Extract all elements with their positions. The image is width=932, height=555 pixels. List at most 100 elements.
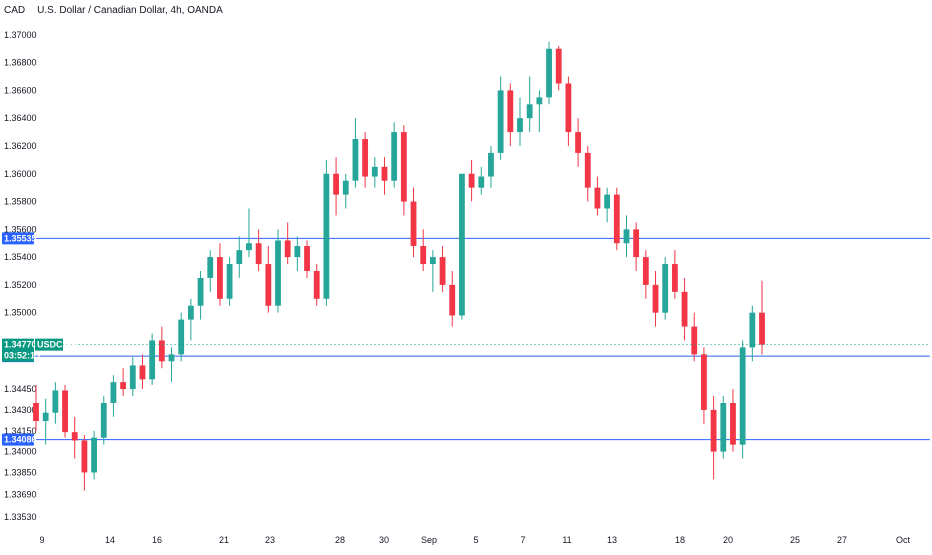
candle-body [468,173,475,188]
candle-body [371,166,378,177]
last-price-tag [2,338,34,351]
x-tick-label: 27 [837,535,847,545]
candle-body [120,382,127,390]
x-tick-label: 28 [335,535,345,545]
candle-body [217,257,223,299]
y-tick-label: 1.36400 [4,113,37,123]
candle-body [197,277,204,306]
candle-body [178,319,185,355]
candle-body [129,365,136,390]
x-tick-label: Oct [896,535,911,545]
candle-body [62,390,68,433]
last-price-label: 1.34770 [4,340,37,350]
x-tick-label: 9 [39,535,44,545]
y-tick-label: 1.37000 [4,30,37,40]
y-tick-label: 1.35000 [4,308,37,318]
y-tick-label: 1.33530 [4,512,37,522]
candle-body [352,139,359,181]
candle-body [33,402,39,422]
level-price-tag [2,232,34,245]
y-tick-label: 1.36600 [4,85,37,95]
x-tick-label: 20 [723,535,733,545]
countdown-tag [2,350,34,362]
candle-body [168,354,175,362]
candle-body [400,132,407,202]
candle-body [739,347,746,445]
candle-body [110,382,117,403]
candle-body [410,201,417,246]
candle-body [246,243,252,251]
x-tick-label: 21 [219,535,229,545]
candle-body [439,257,446,285]
x-tick-label: 16 [152,535,162,545]
candle-body [671,264,678,292]
candle-body [497,90,504,153]
candle-body [323,173,330,299]
candle-body [158,340,165,362]
candle-body [71,432,78,441]
candle-body [207,257,214,278]
x-tick-label: 13 [607,535,617,545]
y-tick-label: 1.33850 [4,467,37,477]
candle-body [362,139,369,177]
candle-body [517,118,523,133]
candle-body [662,264,669,313]
candle-body [710,409,717,452]
candle-body [313,271,320,299]
candle-body [255,243,262,265]
candle-body [546,48,552,98]
y-tick-label: 1.36800 [4,58,37,68]
y-tick-label: 1.36200 [4,141,37,151]
y-tick-label: 1.34150 [4,426,37,436]
candle-body [555,48,562,84]
y-tick-label: 1.34300 [4,405,37,415]
candle-body [236,250,243,265]
candle-body [749,312,756,348]
level-price-tag [2,433,34,446]
candle-body [391,132,398,181]
y-tick-label: 1.35600 [4,224,37,234]
chart-title: U.S. Dollar / Canadian Dollar, 4h, OANDA [37,5,223,16]
candle-body [459,173,465,316]
candle-body [342,180,349,195]
candle-body [720,402,727,452]
level-price-label: 1.34086 [4,435,37,445]
y-tick-label: 1.35200 [4,280,37,290]
candle-body [701,354,707,410]
x-tick-label: 5 [473,535,478,545]
candle-body [759,312,765,345]
x-tick-label: 25 [790,535,800,545]
level-price-label: 1.35535 [4,233,37,243]
y-tick-label: 1.34450 [4,384,37,394]
candle-body [333,173,339,195]
chart-header: CAD U.S. Dollar / Canadian Dollar, 4h, O… [4,5,223,16]
candle-body [275,240,281,306]
symbol-tag-label: USDCAD [37,340,76,350]
countdown-label: 03:52:15 [4,351,40,361]
candle-body [594,187,601,209]
candle-body [730,402,736,445]
candle-body [575,132,581,153]
candle-body [265,264,272,306]
candle-body [681,291,688,327]
x-tick-label: 23 [265,535,275,545]
candle-body [633,229,640,258]
candle-body [536,97,543,105]
candle-body [139,365,146,380]
candle-body [488,152,494,177]
x-tick-label: 11 [562,535,571,545]
candle-body [149,340,156,380]
candle-body [429,257,436,265]
candle-body [100,402,107,438]
symbol-label: CAD [4,5,26,16]
candle-body [42,412,49,422]
candle-body [304,245,310,271]
x-tick-label: 30 [379,535,389,545]
y-tick-label: 1.34000 [4,447,37,457]
candle-body [584,152,591,188]
y-tick-label: 1.35400 [4,252,37,262]
x-tick-label: Sep [421,535,437,545]
candle-body [565,83,572,133]
